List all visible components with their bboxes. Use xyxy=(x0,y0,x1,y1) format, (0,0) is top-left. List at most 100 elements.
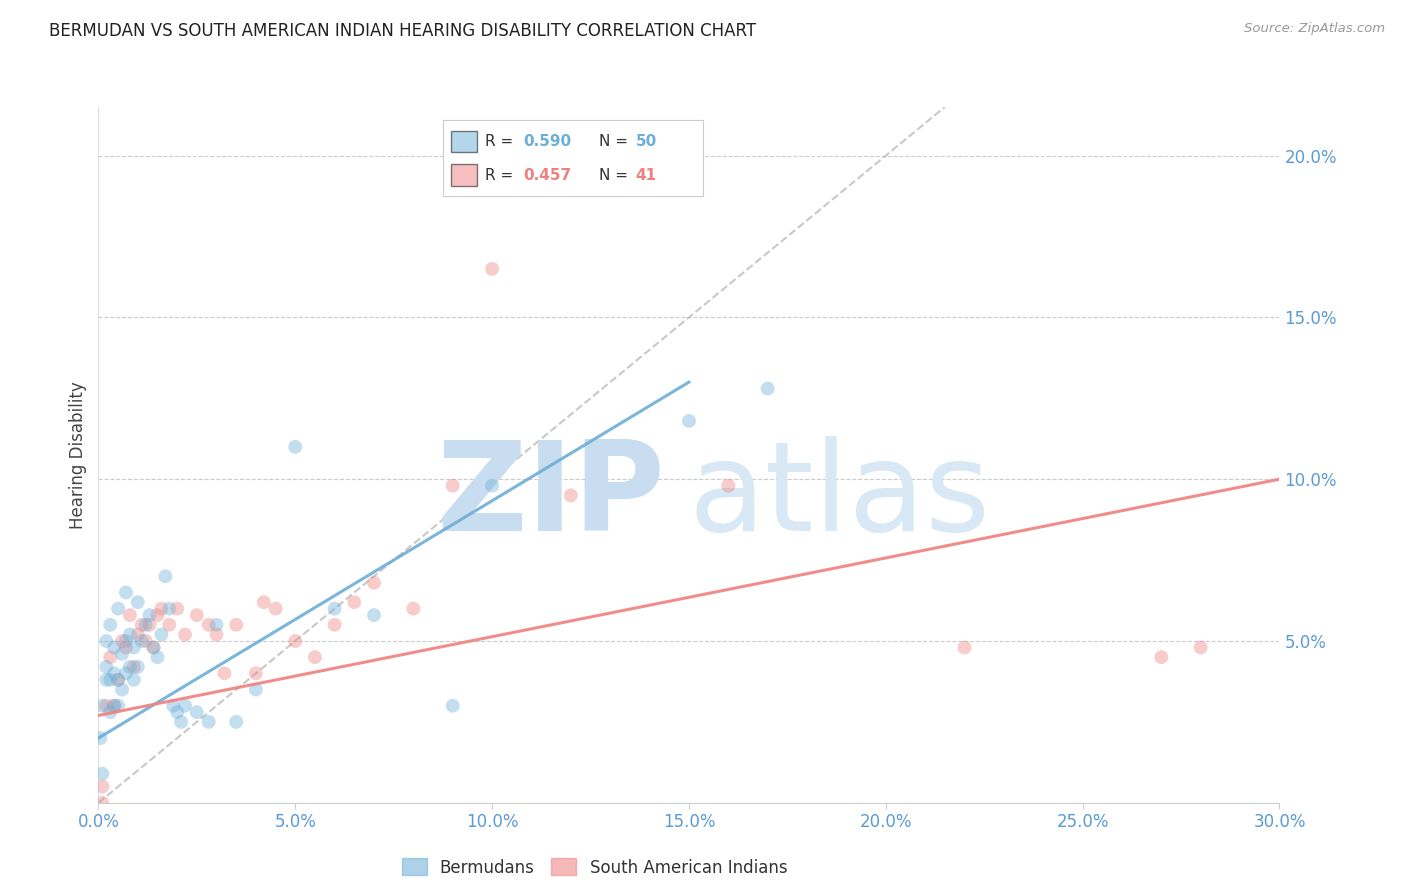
Point xyxy=(111,647,134,661)
Point xyxy=(91,766,114,780)
Point xyxy=(214,666,236,681)
Point xyxy=(98,673,121,687)
Point xyxy=(122,673,145,687)
Point xyxy=(115,666,138,681)
Point xyxy=(107,601,129,615)
Point xyxy=(103,698,125,713)
Text: BERMUDAN VS SOUTH AMERICAN INDIAN HEARING DISABILITY CORRELATION CHART: BERMUDAN VS SOUTH AMERICAN INDIAN HEARIN… xyxy=(49,22,756,40)
Point xyxy=(118,608,141,623)
Point xyxy=(441,478,464,492)
FancyBboxPatch shape xyxy=(451,164,477,186)
Text: R =: R = xyxy=(485,134,517,149)
Point xyxy=(122,660,145,674)
Point xyxy=(304,650,326,665)
Text: 50: 50 xyxy=(636,134,657,149)
Point xyxy=(111,682,134,697)
Point xyxy=(103,640,125,655)
Point xyxy=(953,640,976,655)
Text: R =: R = xyxy=(485,168,517,183)
Point xyxy=(138,608,160,623)
Point xyxy=(186,705,208,719)
Point xyxy=(91,780,114,794)
Point xyxy=(115,640,138,655)
Text: atlas: atlas xyxy=(689,436,991,558)
Point xyxy=(98,617,121,632)
Point xyxy=(402,601,425,615)
Point xyxy=(135,617,157,632)
Point xyxy=(150,627,173,641)
Point xyxy=(284,440,307,454)
Point xyxy=(89,731,111,745)
Point xyxy=(157,617,180,632)
Point xyxy=(323,617,346,632)
Point xyxy=(560,488,582,502)
Point xyxy=(174,627,197,641)
Point xyxy=(678,414,700,428)
Point xyxy=(205,627,228,641)
Point xyxy=(138,617,160,632)
Point xyxy=(96,673,118,687)
Point xyxy=(481,478,503,492)
Point xyxy=(343,595,366,609)
Point xyxy=(107,673,129,687)
Point xyxy=(174,698,197,713)
Point xyxy=(91,796,114,810)
Point xyxy=(135,634,157,648)
Point xyxy=(131,617,153,632)
Point xyxy=(225,714,247,729)
Text: 0.590: 0.590 xyxy=(523,134,572,149)
Text: 41: 41 xyxy=(636,168,657,183)
Point xyxy=(111,634,134,648)
Point xyxy=(197,714,219,729)
Text: ZIP: ZIP xyxy=(437,436,665,558)
Point xyxy=(150,601,173,615)
Point xyxy=(245,666,267,681)
Point xyxy=(127,627,149,641)
Point xyxy=(481,261,503,276)
Y-axis label: Hearing Disability: Hearing Disability xyxy=(69,381,87,529)
Point xyxy=(157,601,180,615)
Point xyxy=(103,698,125,713)
Text: N =: N = xyxy=(599,168,638,183)
Point xyxy=(142,640,165,655)
Point xyxy=(146,608,169,623)
Point xyxy=(1150,650,1173,665)
Text: Source: ZipAtlas.com: Source: ZipAtlas.com xyxy=(1244,22,1385,36)
Point xyxy=(96,698,118,713)
Point xyxy=(98,650,121,665)
Point xyxy=(323,601,346,615)
Text: 0.457: 0.457 xyxy=(523,168,572,183)
Point xyxy=(107,698,129,713)
Point xyxy=(717,478,740,492)
Point xyxy=(118,660,141,674)
Point xyxy=(127,660,149,674)
Point xyxy=(363,575,385,590)
Point xyxy=(284,634,307,648)
Point xyxy=(91,698,114,713)
Point xyxy=(146,650,169,665)
Point xyxy=(118,627,141,641)
Point xyxy=(166,601,188,615)
Point xyxy=(205,617,228,632)
Point xyxy=(122,640,145,655)
Point xyxy=(98,705,121,719)
Point xyxy=(96,660,118,674)
Point xyxy=(142,640,165,655)
Point xyxy=(225,617,247,632)
Legend: Bermudans, South American Indians: Bermudans, South American Indians xyxy=(394,850,796,885)
Point xyxy=(107,673,129,687)
Point xyxy=(170,714,193,729)
Point xyxy=(166,705,188,719)
Point xyxy=(131,634,153,648)
Point xyxy=(363,608,385,623)
Point xyxy=(103,666,125,681)
Point xyxy=(756,382,779,396)
Point xyxy=(162,698,184,713)
Text: N =: N = xyxy=(599,134,633,149)
Point xyxy=(1189,640,1212,655)
Point xyxy=(253,595,276,609)
Point xyxy=(441,698,464,713)
Point xyxy=(186,608,208,623)
Point xyxy=(115,634,138,648)
Point xyxy=(115,585,138,599)
